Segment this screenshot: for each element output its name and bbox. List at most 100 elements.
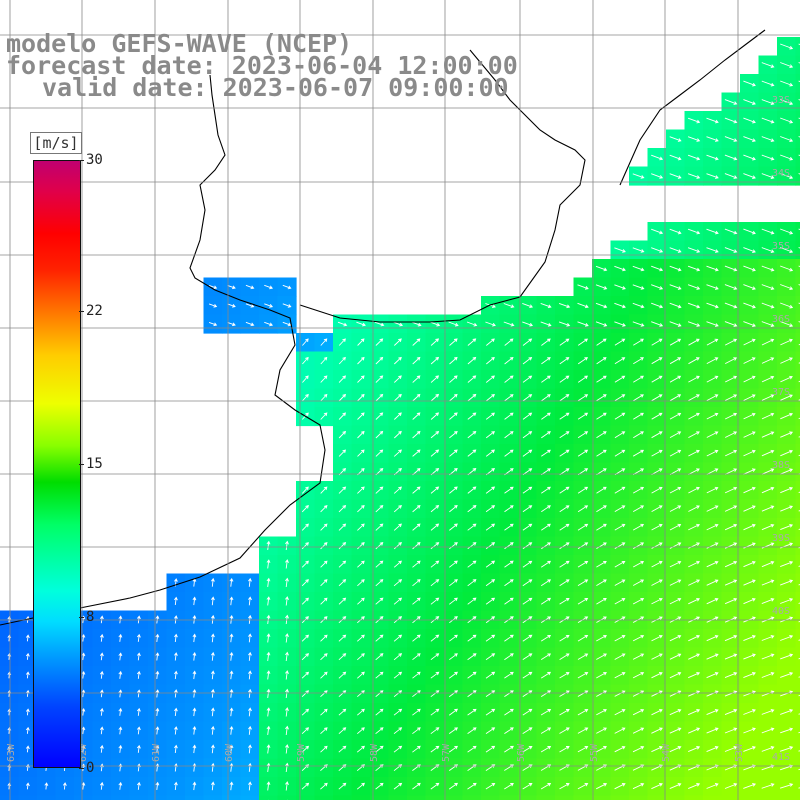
wind-arrow	[174, 744, 178, 754]
wind-arrow	[522, 486, 533, 494]
wind-arrow	[504, 634, 514, 642]
wind-arrow	[780, 394, 793, 401]
wind-arrow	[540, 671, 552, 679]
wind-arrow	[651, 431, 663, 439]
wind-arrow	[393, 560, 402, 568]
wind-arrow	[320, 338, 328, 346]
wind-arrow	[504, 542, 514, 550]
wind-arrow	[375, 338, 384, 346]
coastline	[0, 74, 326, 626]
wind-arrow	[467, 486, 477, 494]
wind-arrow	[467, 393, 477, 402]
wind-arrow	[633, 394, 644, 402]
wind-arrow	[338, 653, 347, 661]
wind-arrow	[338, 782, 347, 790]
wind-arrow	[596, 412, 607, 420]
wind-arrow	[688, 486, 700, 494]
wind-arrow	[688, 727, 701, 734]
wind-arrow	[211, 744, 215, 754]
wind-arrow	[632, 321, 645, 327]
wind-arrow	[411, 321, 422, 327]
wind-arrow	[320, 523, 328, 531]
wind-speed-cell	[795, 222, 800, 242]
wind-arrow	[136, 781, 141, 790]
wind-arrow	[761, 302, 775, 309]
wind-arrow	[25, 782, 30, 790]
latitude-label: 33S	[772, 95, 790, 106]
wind-speed-cell	[795, 666, 800, 686]
wind-arrow	[632, 265, 645, 272]
wind-arrow	[687, 284, 701, 290]
wind-arrow	[761, 505, 775, 512]
wind-arrow	[761, 117, 775, 124]
wind-arrow	[301, 634, 310, 642]
wind-arrow	[136, 707, 141, 716]
wind-arrow	[412, 430, 421, 439]
wind-arrow	[669, 783, 682, 790]
wind-arrow	[393, 375, 402, 383]
wind-arrow	[320, 393, 328, 402]
wind-arrow	[761, 80, 775, 87]
wind-arrow	[743, 431, 756, 438]
wind-arrow	[285, 744, 289, 754]
wind-arrow	[780, 505, 794, 512]
wind-arrow	[208, 321, 218, 327]
wind-arrow	[357, 727, 365, 735]
wind-arrow	[540, 634, 552, 642]
wind-arrow	[357, 634, 365, 642]
wind-arrow	[485, 745, 496, 753]
wind-arrow	[285, 781, 289, 791]
wind-arrow	[25, 745, 30, 753]
wind-arrow	[706, 173, 719, 179]
wind-arrow	[577, 505, 589, 513]
wind-arrow	[320, 560, 328, 568]
wind-arrow	[780, 99, 794, 105]
wind-arrow	[780, 302, 794, 309]
wind-arrow	[688, 579, 701, 586]
wind-arrow	[651, 727, 663, 734]
wind-arrow	[338, 412, 347, 420]
wind-arrow	[559, 560, 570, 568]
wind-speed-cell	[333, 795, 353, 800]
wind-arrow	[302, 375, 309, 383]
wind-arrow	[522, 746, 533, 753]
wind-speed-cell	[203, 795, 223, 800]
wind-arrow	[449, 523, 458, 531]
wind-arrow	[211, 596, 215, 606]
wind-arrow	[192, 744, 197, 754]
wind-arrow	[743, 284, 756, 290]
wind-arrow	[266, 651, 271, 661]
wind-arrow	[522, 708, 533, 716]
wind-speed-cell	[795, 518, 800, 538]
wind-arrow	[706, 671, 719, 679]
wind-arrow	[266, 540, 271, 550]
wind-arrow	[724, 671, 738, 679]
wind-arrow	[761, 62, 775, 68]
wind-arrow	[320, 375, 328, 383]
wind-arrow	[743, 265, 756, 272]
wind-arrow	[743, 321, 756, 327]
wind-arrow	[687, 247, 701, 253]
wind-arrow	[540, 653, 552, 660]
wind-arrow	[211, 577, 215, 587]
wind-speed-cell	[795, 481, 800, 501]
wind-arrow	[229, 577, 234, 587]
wind-arrow	[412, 782, 421, 790]
wind-arrow	[541, 542, 551, 550]
wind-arrow	[375, 597, 384, 605]
wind-arrow	[687, 117, 701, 124]
wind-arrow	[725, 394, 738, 401]
wind-arrow	[651, 321, 664, 327]
wind-arrow	[559, 505, 570, 513]
wind-arrow	[743, 505, 756, 512]
wind-arrow	[449, 505, 458, 513]
wind-arrow	[393, 727, 403, 735]
wind-arrow	[301, 653, 310, 661]
wind-arrow	[761, 154, 775, 161]
wind-speed-cell	[370, 795, 390, 800]
wind-arrow	[577, 579, 589, 586]
wind-arrow	[577, 449, 589, 457]
wind-arrow	[706, 523, 719, 531]
wind-arrow	[338, 708, 347, 716]
wind-arrow	[118, 781, 123, 790]
